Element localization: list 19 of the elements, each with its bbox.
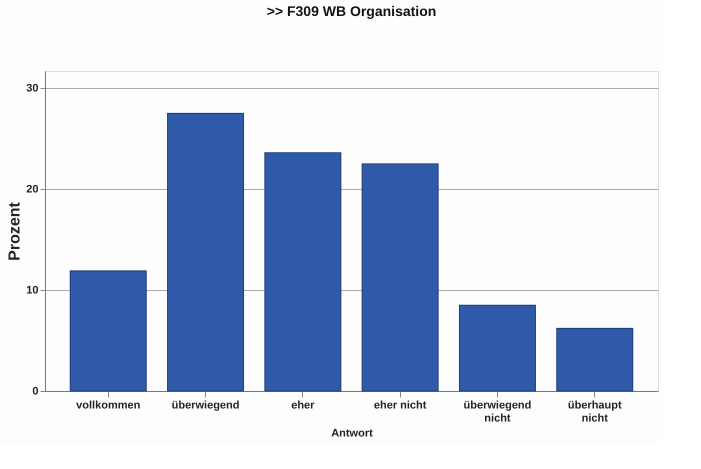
x-axis-title: Antwort [331,428,374,440]
x-tick-label: überwiegend [172,400,240,412]
y-axis-title: Prozent [6,201,24,261]
x-tick-label: überwiegend nicht [464,400,532,424]
bar [362,163,439,392]
bar [167,112,244,392]
bar [264,152,342,392]
x-tick-label: eher nicht [374,400,427,412]
x-tick-label: eher [291,400,316,412]
y-tick-label: 20 [26,184,38,196]
x-tick-label: vollkommen [76,400,141,412]
x-tick-label: überhaupt nicht [568,400,622,424]
bar [70,270,147,392]
y-tick-label: 0 [32,386,38,398]
y-tick-label: 10 [26,284,38,297]
bar [458,304,536,392]
y-tick-label: 30 [26,82,38,95]
chart-title: >> F309 WB Organisation [266,3,436,19]
bar [556,328,634,392]
